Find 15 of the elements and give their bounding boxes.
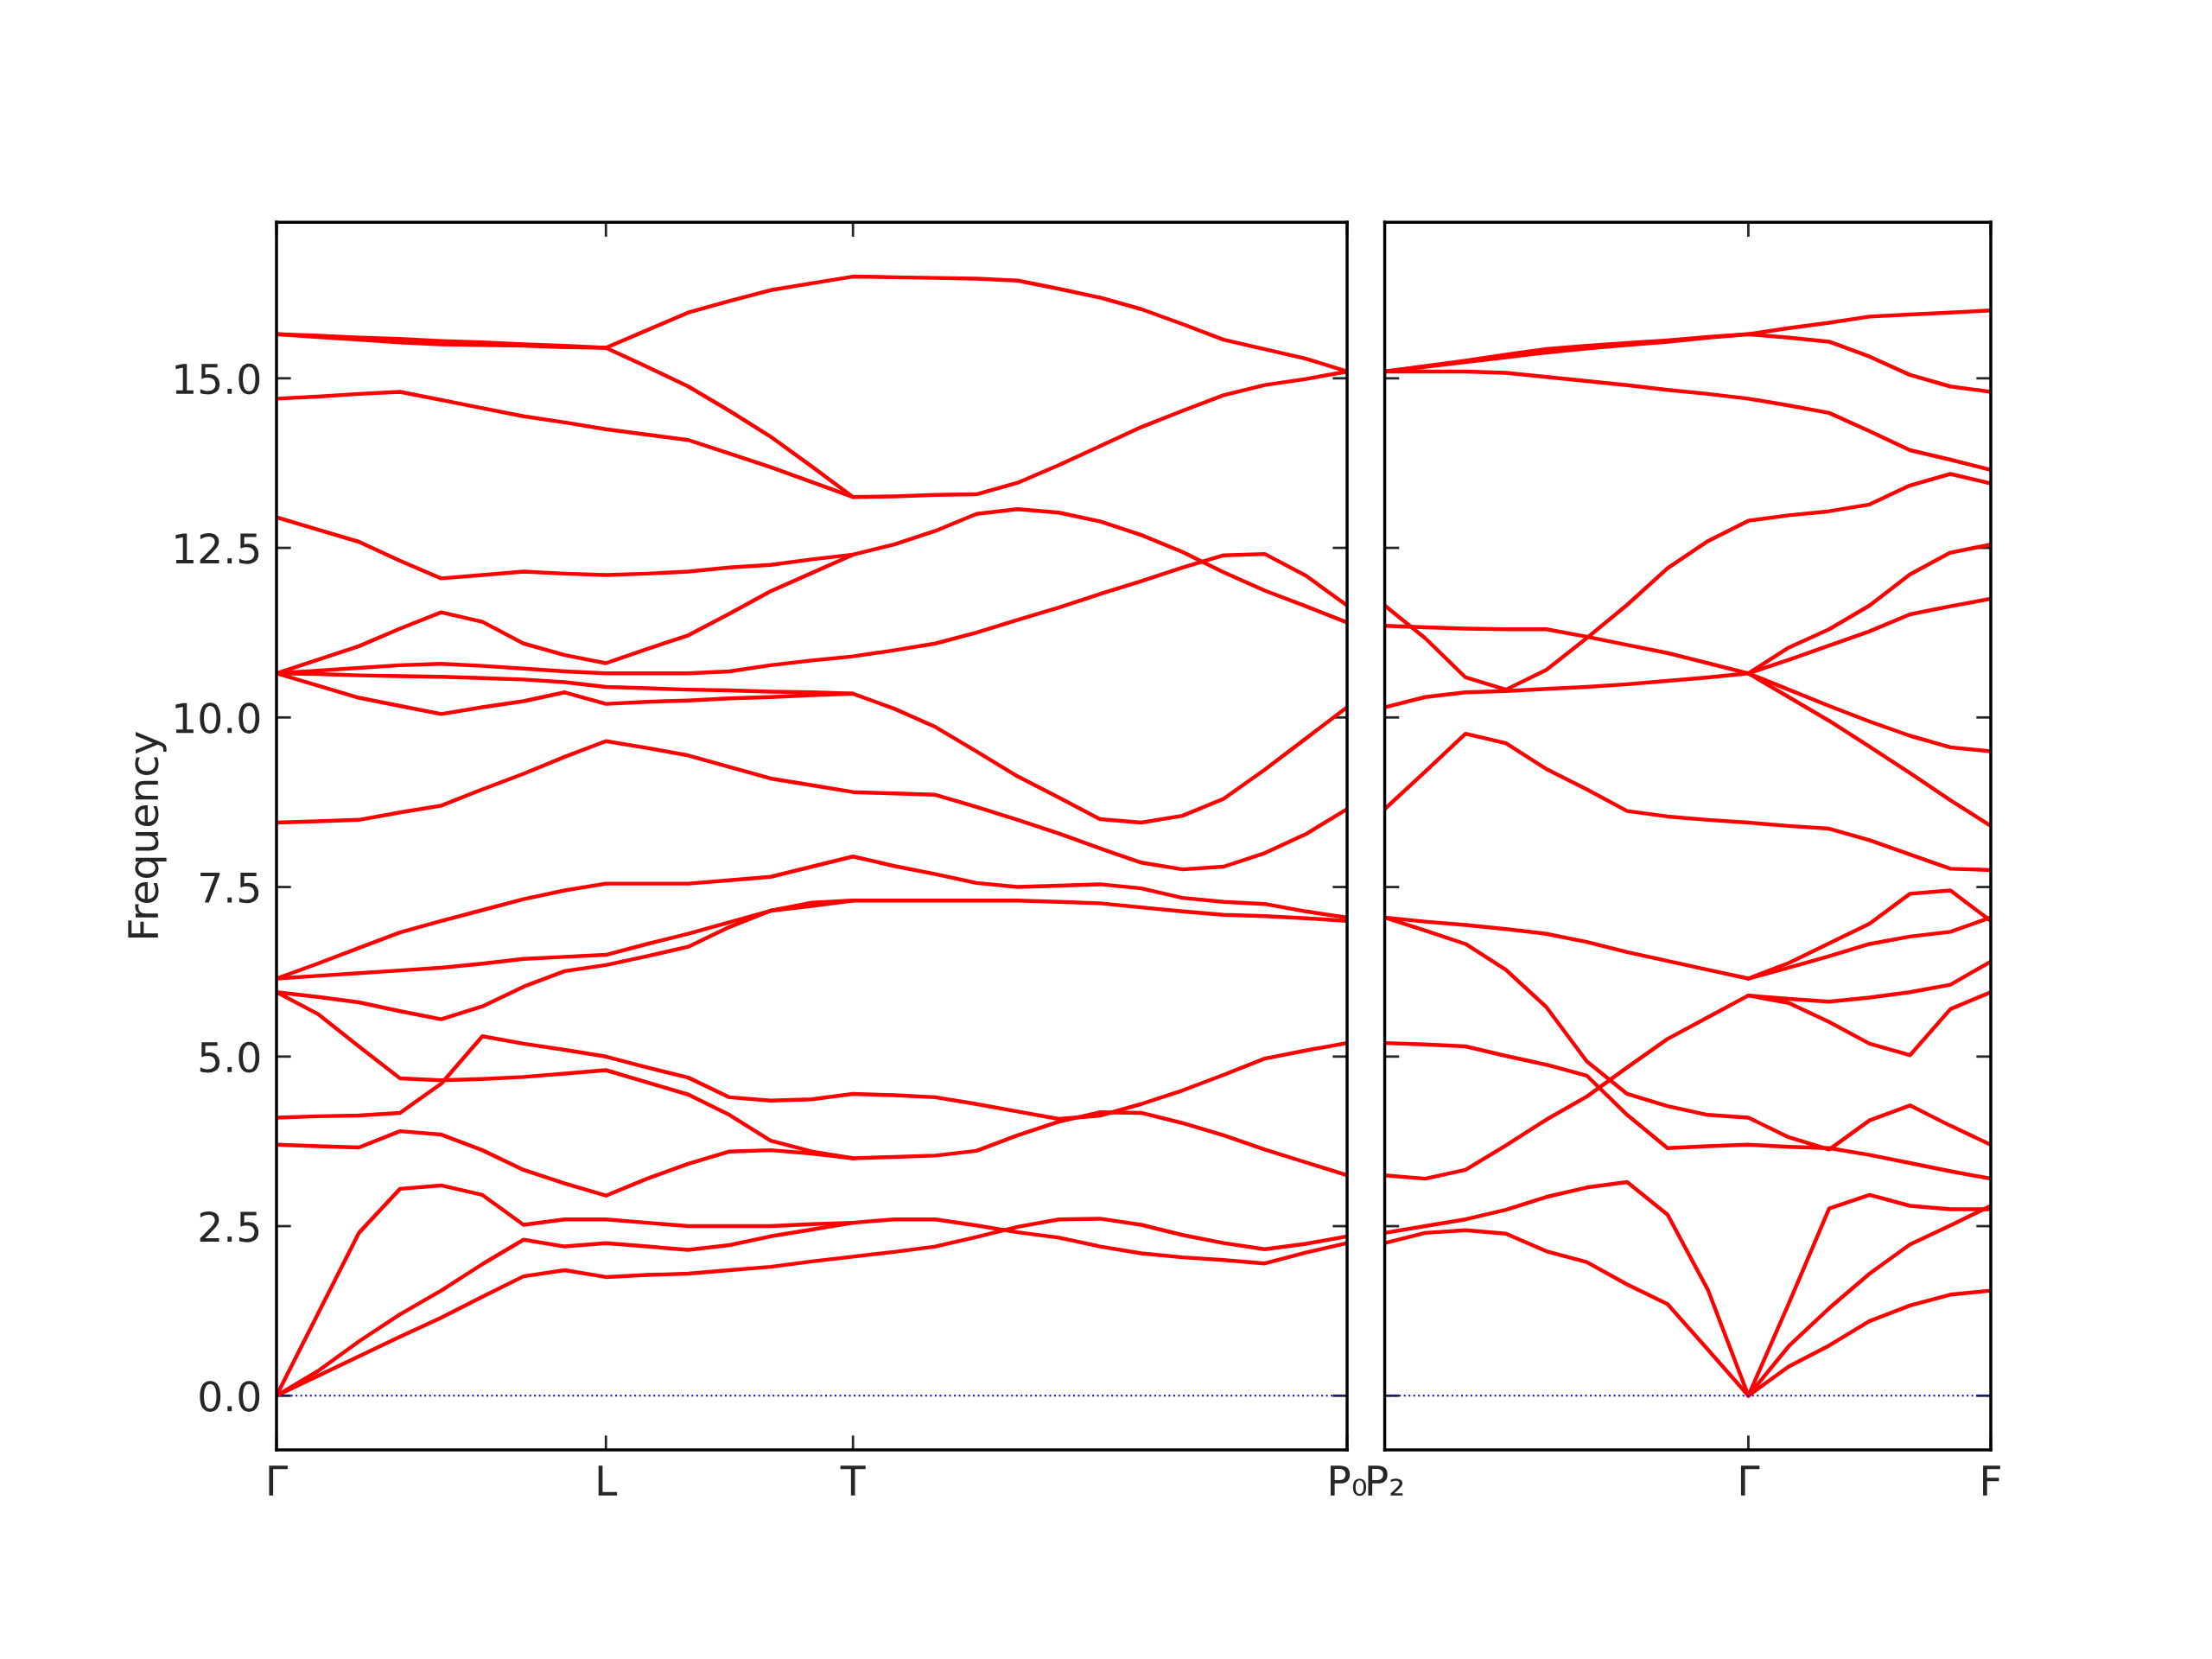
y-tick-label: 2.5 <box>200 1211 259 1243</box>
x-tick-label: P₀ <box>1330 1465 1367 1497</box>
x-tick-label: L <box>598 1465 618 1496</box>
x-tick-label: Γ <box>269 1465 288 1496</box>
x-tick-label: F <box>1983 1465 2000 1496</box>
y-tick-label: 12.5 <box>175 532 259 564</box>
x-tick-label: P₂ <box>1368 1465 1403 1496</box>
y-tick-label: 10.0 <box>175 702 260 734</box>
x-tick-label: Γ <box>1740 1465 1760 1496</box>
y-axis-title: Frequency <box>128 732 167 938</box>
y-tick-label: 0.0 <box>200 1381 260 1412</box>
x-tick-label: T <box>840 1465 866 1496</box>
y-tick-label: 5.0 <box>200 1041 260 1073</box>
y-tick-label: 15.0 <box>175 363 260 395</box>
y-tick-label: 7.5 <box>200 873 259 904</box>
